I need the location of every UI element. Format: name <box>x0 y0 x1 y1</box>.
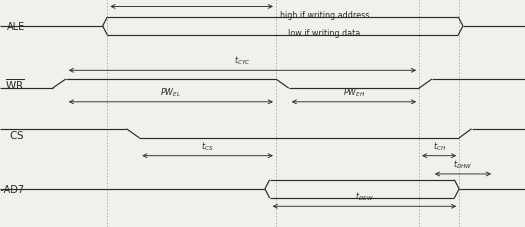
Text: $t_{CH}$: $t_{CH}$ <box>433 139 446 152</box>
Text: $t_{ASED}$: $t_{ASED}$ <box>182 0 202 3</box>
Text: $t_{DSW}$: $t_{DSW}$ <box>355 190 374 202</box>
Text: $t_{DHW}$: $t_{DHW}$ <box>453 158 472 170</box>
Text: $\overline{\rm WR}$: $\overline{\rm WR}$ <box>5 77 25 91</box>
Text: low if writing data: low if writing data <box>288 29 361 38</box>
Text: ALE: ALE <box>7 22 25 32</box>
Text: AD0-AD7: AD0-AD7 <box>0 184 25 194</box>
Text: $PW_{EL}$: $PW_{EL}$ <box>160 86 182 98</box>
Text: $t_{CYC}$: $t_{CYC}$ <box>234 54 250 67</box>
Text: $PW_{EH}$: $PW_{EH}$ <box>343 86 365 98</box>
Text: high if writing address: high if writing address <box>280 11 369 20</box>
Text: $t_{CS}$: $t_{CS}$ <box>202 139 214 152</box>
Text: $\overline{\rm CS}$: $\overline{\rm CS}$ <box>9 126 25 141</box>
